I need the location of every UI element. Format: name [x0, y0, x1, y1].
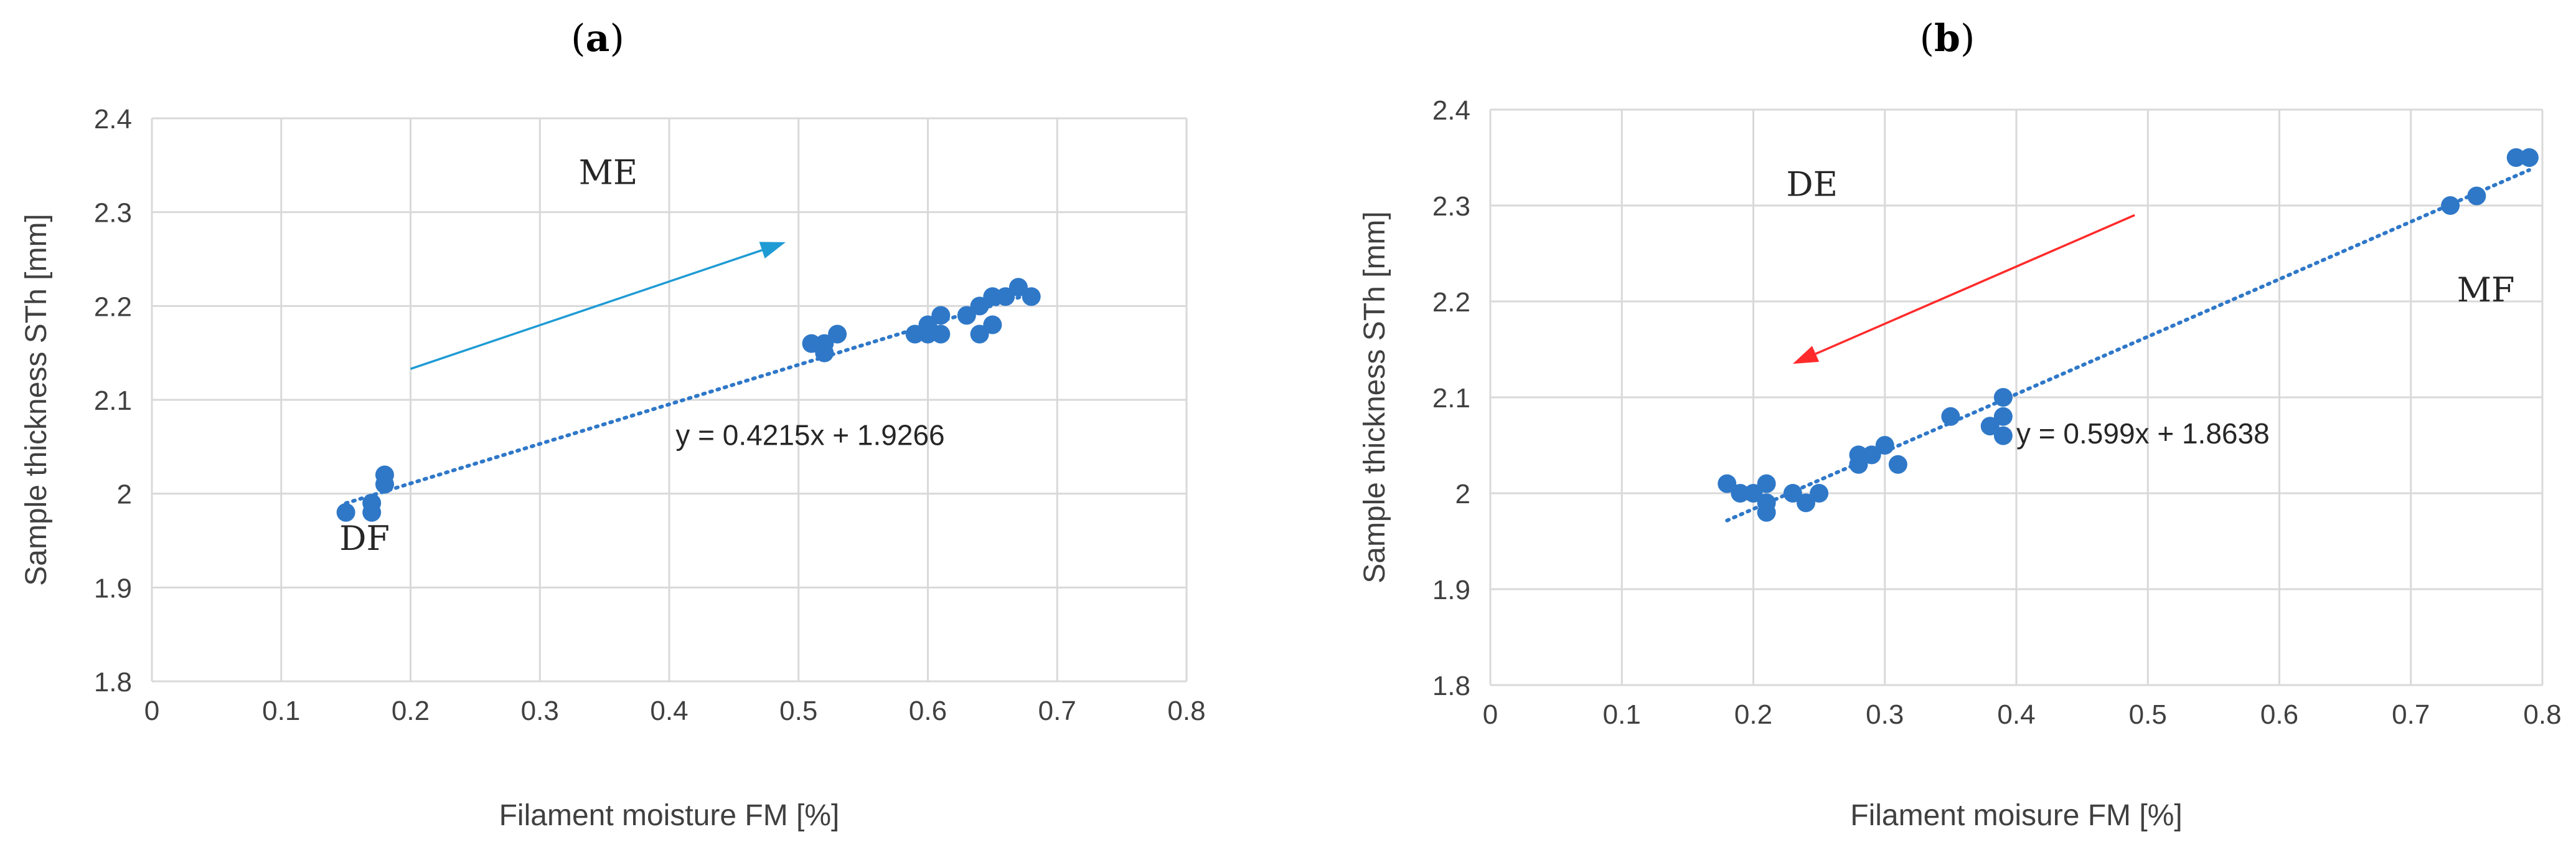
x-tick-label: 0.4	[650, 696, 688, 726]
y-tick-label: 2.2	[94, 291, 132, 322]
data-point	[362, 493, 382, 513]
x-tick-label: 0.6	[909, 696, 947, 726]
data-point	[1849, 455, 1868, 474]
y-tick-label: 2.2	[1432, 287, 1470, 318]
data-point	[970, 324, 989, 344]
y-tick-label: 1.9	[94, 573, 132, 603]
data-point	[957, 306, 976, 325]
x-tick-label: 0	[144, 696, 159, 726]
data-point	[1757, 503, 1776, 522]
y-tick-label: 1.9	[1432, 575, 1470, 605]
annotation-label: DF	[339, 519, 390, 558]
panel-label-close-paren: )	[1960, 17, 1975, 60]
data-point	[2519, 148, 2539, 167]
data-point	[1888, 455, 1907, 474]
trendline	[1725, 168, 2531, 523]
data-point	[1810, 484, 1829, 503]
data-point	[983, 315, 1002, 334]
data-point	[1744, 484, 1763, 503]
chart-panel-a: (a) 0 0.1 0.2 0.3 0.4 0.5 0.6 0.7 0.8 1.8 1.9 2 2.1 2.…	[20, 17, 1206, 832]
y-tick-label: 2	[1455, 479, 1470, 509]
data-point	[1993, 388, 2013, 407]
trendline-equation: y = 0.4215x + 1.9266	[675, 419, 944, 451]
x-tick-label: 0.2	[392, 696, 430, 726]
y-tick-label: 2.4	[1432, 95, 1470, 126]
direction-arrow-shaft	[1815, 214, 2135, 355]
y-tick-label: 1.8	[1432, 671, 1470, 701]
x-tick-label: 0.5	[779, 696, 817, 726]
data-point	[1757, 474, 1776, 493]
x-tick-label: 0.8	[2523, 699, 2561, 730]
x-axis-title: Filament moisture FM [%]	[499, 799, 840, 832]
panel-label-close-paren: )	[609, 17, 624, 60]
data-point	[1022, 287, 1041, 306]
x-axis-title: Filament moisure FM [%]	[1850, 799, 2182, 832]
x-tick-label: 0.3	[521, 696, 559, 726]
y-tick-label: 2.1	[1432, 383, 1470, 414]
data-point	[1993, 407, 2013, 426]
x-tick-label: 0.8	[1167, 696, 1205, 726]
data-point	[1783, 484, 1802, 503]
data-point	[375, 465, 394, 485]
data-point	[1008, 278, 1028, 297]
y-axis-title: Sample thickness STh [mm]	[1358, 211, 1391, 584]
x-tick-label: 0.5	[2129, 699, 2167, 730]
panel-label-open-paren: (	[571, 17, 585, 60]
data-point	[1718, 474, 1737, 493]
data-point	[983, 287, 1002, 306]
annotation-label: MF	[2457, 270, 2515, 310]
x-tick-label: 0.1	[262, 696, 300, 726]
y-tick-label: 2.4	[94, 104, 132, 135]
panel-label: (b)	[1920, 17, 1975, 60]
data-point	[1862, 445, 1881, 465]
x-tick-label: 0.3	[1866, 699, 1904, 730]
data-point	[1731, 484, 1750, 503]
x-tick-label: 0.1	[1603, 699, 1641, 730]
data-point	[2506, 148, 2526, 167]
data-point	[1993, 426, 2013, 445]
data-point	[2467, 186, 2486, 206]
x-tick-label: 0.2	[1734, 699, 1772, 730]
data-point	[2441, 196, 2460, 215]
y-axis-title: Sample thickness STh [mm]	[20, 214, 53, 586]
direction-arrow-head	[759, 242, 786, 258]
x-tick-label: 0.6	[2260, 699, 2298, 730]
data-point	[931, 324, 951, 344]
x-tick-label: 0.7	[2392, 699, 2430, 730]
y-tick-label: 1.8	[94, 667, 132, 698]
data-point	[996, 287, 1015, 306]
data-point	[336, 503, 355, 522]
annotation-label: ME	[579, 153, 638, 192]
data-point	[905, 324, 924, 344]
x-tick-label: 0.4	[1997, 699, 2035, 730]
direction-arrow-head	[1792, 346, 1820, 364]
x-tick-label: 0	[1483, 699, 1498, 730]
direction-arrow-shaft	[410, 249, 763, 370]
data-point	[828, 324, 847, 344]
x-tick-label: 0.7	[1038, 696, 1076, 726]
panel-label: (a)	[571, 17, 624, 60]
data-point	[931, 306, 951, 325]
y-tick-label: 2	[117, 480, 132, 510]
panel-label-letter: a	[586, 17, 610, 60]
y-tick-label: 2.3	[1432, 191, 1470, 222]
data-point	[1941, 407, 1960, 426]
y-tick-label: 2.3	[94, 198, 132, 229]
data-point	[802, 334, 821, 353]
data-point	[1875, 436, 1894, 455]
panel-label-open-paren: (	[1920, 17, 1934, 60]
data-point	[1980, 417, 2000, 436]
data-point	[1797, 493, 1815, 513]
annotation-label: DE	[1786, 165, 1838, 204]
y-tick-label: 2.1	[94, 386, 132, 416]
trendline-equation: y = 0.599x + 1.8638	[2016, 417, 2270, 450]
chart-panel-b: (b) 0 0.1 0.2 0.3 0.4 0.5 0.6 0.7 0.8 1.8 1.9 2 2.1 2.…	[1358, 17, 2562, 832]
data-point	[918, 324, 938, 344]
data-point	[970, 296, 989, 316]
data-point	[815, 334, 834, 353]
panel-label-letter: b	[1934, 17, 1960, 60]
